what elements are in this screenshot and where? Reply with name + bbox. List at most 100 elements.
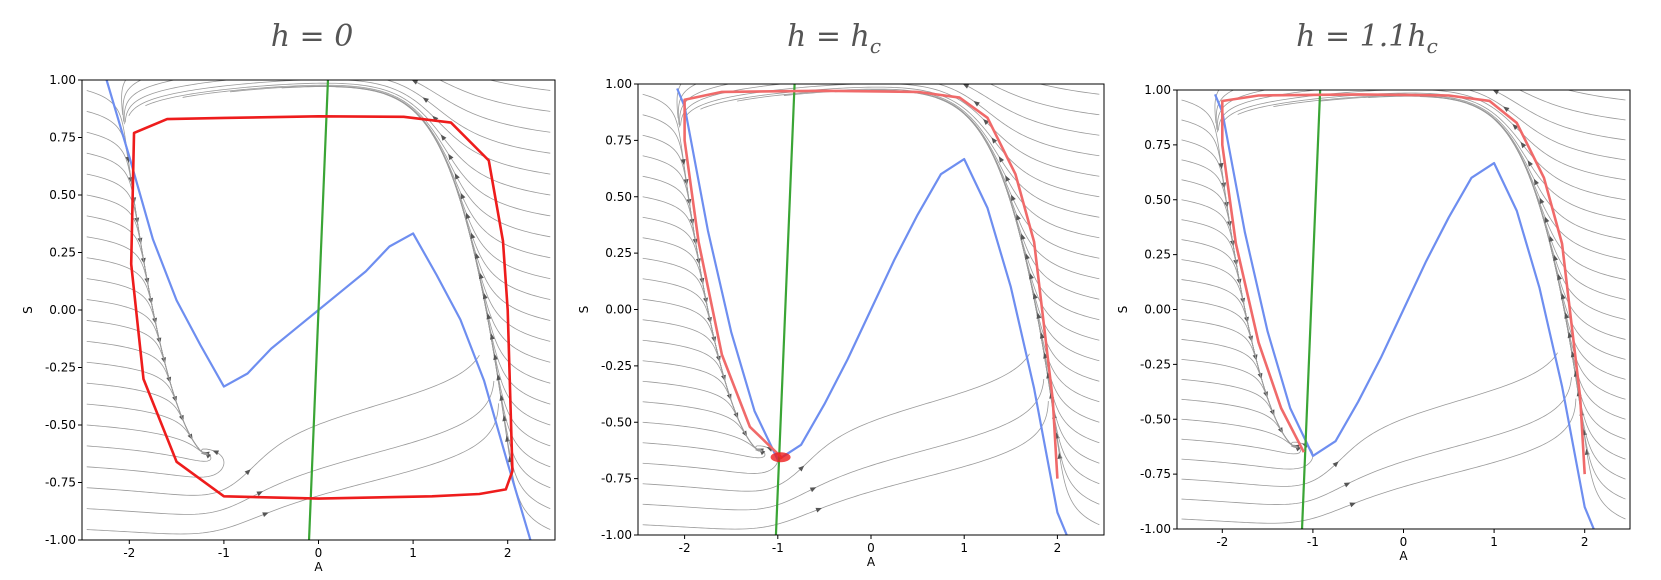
- y-tick-label: 0.75: [1144, 138, 1171, 152]
- streamline: [642, 216, 741, 425]
- y-tick-label: -1.00: [1140, 522, 1171, 536]
- y-tick-label: -0.50: [1140, 412, 1171, 426]
- y-tick-label: 0.25: [49, 246, 76, 260]
- streamline-arrow: [388, 44, 395, 50]
- streamline-arrow: [1269, 409, 1275, 416]
- streamline: [1181, 119, 1249, 326]
- y-tick-label: -1.00: [45, 533, 76, 547]
- y-tick-label: 0.50: [1144, 193, 1171, 207]
- streamline: [1018, 232, 1100, 444]
- streamline: [230, 85, 551, 238]
- y-tick-label: 0.00: [605, 303, 632, 317]
- y-tick-label: 1.00: [605, 77, 632, 91]
- S-nullcline: [774, 84, 796, 535]
- x-tick-label: 1: [1490, 535, 1498, 549]
- streamline-arrow: [991, 137, 998, 144]
- streamline-arrow: [798, 465, 805, 472]
- streamline: [145, 82, 551, 196]
- streamline-arrow: [695, 258, 701, 265]
- streamline: [1181, 199, 1270, 403]
- x-tick-label: 0: [1400, 535, 1408, 549]
- streamline-arrow: [482, 292, 488, 300]
- streamline-arrow: [1233, 259, 1239, 266]
- S-nullcline: [307, 80, 330, 540]
- streamline-arrow: [1527, 160, 1533, 167]
- y-tick-label: 0.75: [49, 131, 76, 145]
- y-tick-label: 0.25: [1144, 248, 1171, 262]
- streamline: [642, 421, 762, 452]
- streamline-arrow: [465, 212, 471, 220]
- streamline-arrow: [1480, 71, 1487, 78]
- streamline-arrow: [1539, 197, 1545, 205]
- streamline: [834, 90, 1100, 259]
- x-tick-label: 1: [960, 541, 968, 555]
- streamline: [783, 89, 1100, 239]
- streamline-arrow: [815, 507, 822, 513]
- streamline-arrow: [1223, 201, 1229, 209]
- streamline-arrow: [1492, 90, 1500, 95]
- panel-title: h = 0: [271, 19, 354, 54]
- streamline: [1318, 95, 1626, 241]
- streamlines: [642, 84, 1100, 530]
- streamline-arrow: [178, 414, 184, 422]
- y-tick-label: -0.25: [45, 361, 76, 375]
- streamline: [980, 133, 1100, 341]
- streamline-arrow: [1032, 292, 1038, 300]
- streamline-arrow: [733, 412, 739, 419]
- y-tick-label: -0.50: [45, 418, 76, 432]
- streamline: [128, 80, 551, 175]
- y-tick-label: 0.50: [49, 188, 76, 202]
- x-tick-label: -2: [679, 541, 691, 555]
- streamline: [86, 380, 495, 515]
- streamline: [1547, 234, 1626, 440]
- streamline: [123, 80, 551, 133]
- x-tick-label: 2: [504, 546, 512, 560]
- streamline-arrow: [411, 80, 419, 85]
- trajectory: [1221, 93, 1586, 475]
- streamline-arrow: [479, 272, 484, 280]
- streamline-arrow: [1218, 162, 1224, 170]
- streamline: [122, 80, 551, 122]
- x-tick-label: -1: [772, 541, 784, 555]
- streamline: [642, 196, 733, 405]
- streamline-arrow: [689, 218, 695, 226]
- y-tick-label: -0.75: [601, 472, 632, 486]
- streamline: [1181, 352, 1558, 487]
- streamline: [1181, 279, 1299, 449]
- y-tick-label: 0.50: [605, 190, 632, 204]
- streamline-arrow: [454, 173, 460, 180]
- streamline: [1467, 103, 1626, 300]
- streamline-arrow: [137, 237, 143, 244]
- streamline-arrow: [1349, 502, 1356, 508]
- streamline: [1535, 195, 1626, 400]
- streamline-arrow: [1553, 254, 1559, 262]
- streamline-arrow: [983, 118, 990, 125]
- streamlines: [1181, 56, 1626, 524]
- streamline-arrow: [683, 178, 689, 186]
- streamline-arrow: [244, 469, 251, 476]
- streamline-arrow: [1564, 312, 1570, 319]
- x-tick-label: 2: [1054, 541, 1062, 555]
- streamline: [676, 84, 1100, 119]
- S-nullcline: [1300, 90, 1322, 529]
- streamline-arrow: [1470, 56, 1477, 62]
- streamline-arrow: [470, 232, 476, 240]
- x-tick-label: -1: [218, 546, 230, 560]
- y-tick-label: 0.25: [605, 246, 632, 260]
- A-nullcline: [1214, 93, 1595, 529]
- streamline: [86, 355, 480, 496]
- streamline-arrow: [486, 313, 492, 320]
- streamline-arrow: [1544, 216, 1550, 223]
- streamline-arrow: [422, 97, 429, 103]
- panel-title: h = hc: [787, 19, 881, 58]
- streamline: [642, 339, 762, 453]
- streamline: [1541, 214, 1626, 420]
- streamline-arrow: [1332, 461, 1339, 468]
- streamline-arrow: [262, 512, 269, 517]
- streamline: [86, 403, 499, 535]
- streamline-arrow: [1549, 235, 1554, 242]
- streamline-arrow: [1229, 240, 1235, 247]
- y-tick-label: -0.50: [601, 415, 632, 429]
- streamline: [1214, 90, 1626, 124]
- panel-h-zero: h = 0 1.00 0.75 0.50 0.25 0.00 -0.25 -0.50 -0.75…: [21, 19, 556, 574]
